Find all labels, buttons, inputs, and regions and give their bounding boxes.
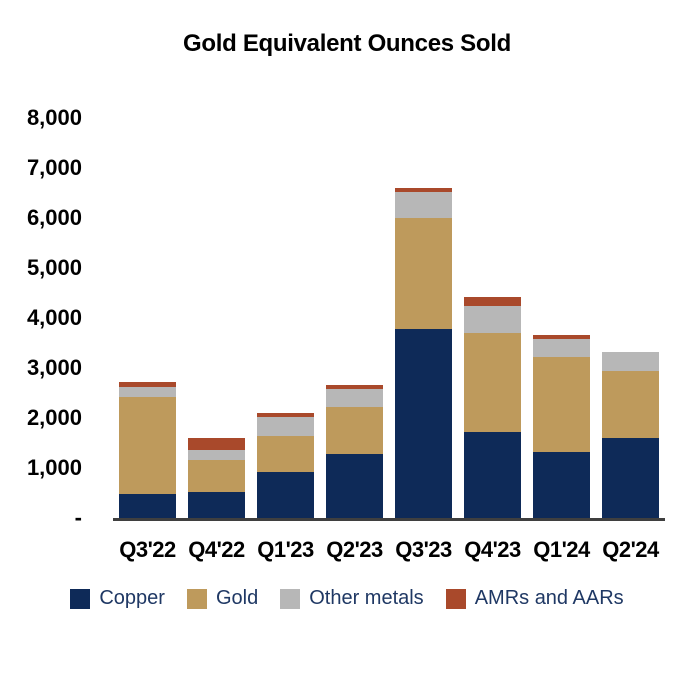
bar-segment-other-metals-q3-22 [119, 387, 176, 397]
legend-swatch-gold [186, 588, 207, 609]
y-axis-tick-label-3000: 3,000 [26, 355, 82, 380]
bar-segment-amrs-and-aars-q4-23 [464, 297, 521, 306]
bar-segment-copper-q3-23 [395, 329, 452, 518]
bar-segment-other-metals-q2-24 [602, 351, 659, 371]
bar-segment-gold-q4-22 [188, 459, 245, 492]
bar-segment-other-metals-q2-23 [326, 388, 383, 407]
legend-label-gold: Gold [215, 587, 259, 609]
bar-segment-copper-q3-22 [119, 493, 176, 518]
y-axis-tick-label-6000: 6,000 [26, 205, 82, 230]
bar-segment-other-metals-q4-23 [464, 305, 521, 334]
x-axis-label-q4-22: Q4'22 [188, 537, 245, 562]
x-axis-label-q4-23: Q4'23 [464, 537, 521, 562]
bar-segment-gold-q1-24 [533, 357, 590, 452]
legend-label-other-metals: Other metals [309, 587, 424, 609]
x-axis-label-q3-22: Q3'22 [119, 537, 176, 562]
x-axis-label-q1-23: Q1'23 [257, 537, 314, 562]
bar-segment-amrs-and-aars-q2-23 [326, 384, 383, 389]
bar-segment-copper-q2-23 [326, 453, 383, 518]
bar-segment-copper-q1-23 [257, 471, 314, 518]
y-axis-tick-label-0: - [74, 505, 82, 530]
bar-segment-gold-q3-23 [395, 218, 452, 330]
bar-segment-gold-q2-24 [602, 370, 659, 439]
bar-segment-amrs-and-aars-q3-22 [119, 381, 176, 388]
legend-swatch-amrs-and-aars [445, 588, 466, 609]
x-axis-label-q1-24: Q1'24 [533, 537, 590, 562]
legend-item-copper: Copper [70, 587, 165, 610]
bar-segment-copper-q1-24 [533, 451, 590, 518]
x-axis-line [113, 518, 665, 521]
legend-item-other-metals: Other metals [280, 587, 424, 610]
bar-segment-amrs-and-aars-q1-24 [533, 334, 590, 340]
y-axis-tick-label-5000: 5,000 [26, 255, 82, 280]
bar-segment-other-metals-q4-22 [188, 449, 245, 460]
y-axis-tick-label-2000: 2,000 [26, 405, 82, 430]
bar-segment-gold-q3-22 [119, 396, 176, 494]
bar-segment-other-metals-q3-23 [395, 191, 452, 219]
bar-segment-other-metals-q1-24 [533, 339, 590, 358]
bar-segment-amrs-and-aars-q4-22 [188, 438, 245, 450]
bar-segment-amrs-and-aars-q3-23 [395, 188, 452, 192]
y-axis-tick-label-7000: 7,000 [26, 155, 82, 180]
y-axis-tick-label-4000: 4,000 [26, 305, 82, 330]
legend-item-amrs-and-aars: AMRs and AARs [445, 587, 624, 610]
bar-segment-copper-q4-23 [464, 431, 521, 518]
bar-segment-copper-q4-22 [188, 491, 245, 518]
bar-segment-other-metals-q1-23 [257, 416, 314, 436]
bar-segment-gold-q4-23 [464, 333, 521, 432]
legend-swatch-other-metals [280, 588, 301, 609]
y-axis-tick-label-8000: 8,000 [26, 105, 82, 130]
chart-legend: Copper Gold Other metals AMRs and AARs [0, 587, 694, 610]
legend-label-copper: Copper [99, 587, 165, 609]
legend-label-amrs-and-aars: AMRs and AARs [474, 587, 624, 609]
bar-segment-amrs-and-aars-q1-23 [257, 413, 314, 417]
x-axis-label-q3-23: Q3'23 [395, 537, 452, 562]
x-axis-label-q2-23: Q2'23 [326, 537, 383, 562]
legend-item-gold: Gold [186, 587, 259, 610]
legend-swatch-copper [70, 588, 91, 609]
bar-segment-copper-q2-24 [602, 438, 659, 518]
bar-segment-gold-q2-23 [326, 406, 383, 454]
x-axis-label-q2-24: Q2'24 [602, 537, 659, 562]
bar-segment-gold-q1-23 [257, 435, 314, 472]
y-axis-tick-label-1000: 1,000 [26, 455, 82, 480]
chart-title: Gold Equivalent Ounces Sold [183, 30, 511, 57]
